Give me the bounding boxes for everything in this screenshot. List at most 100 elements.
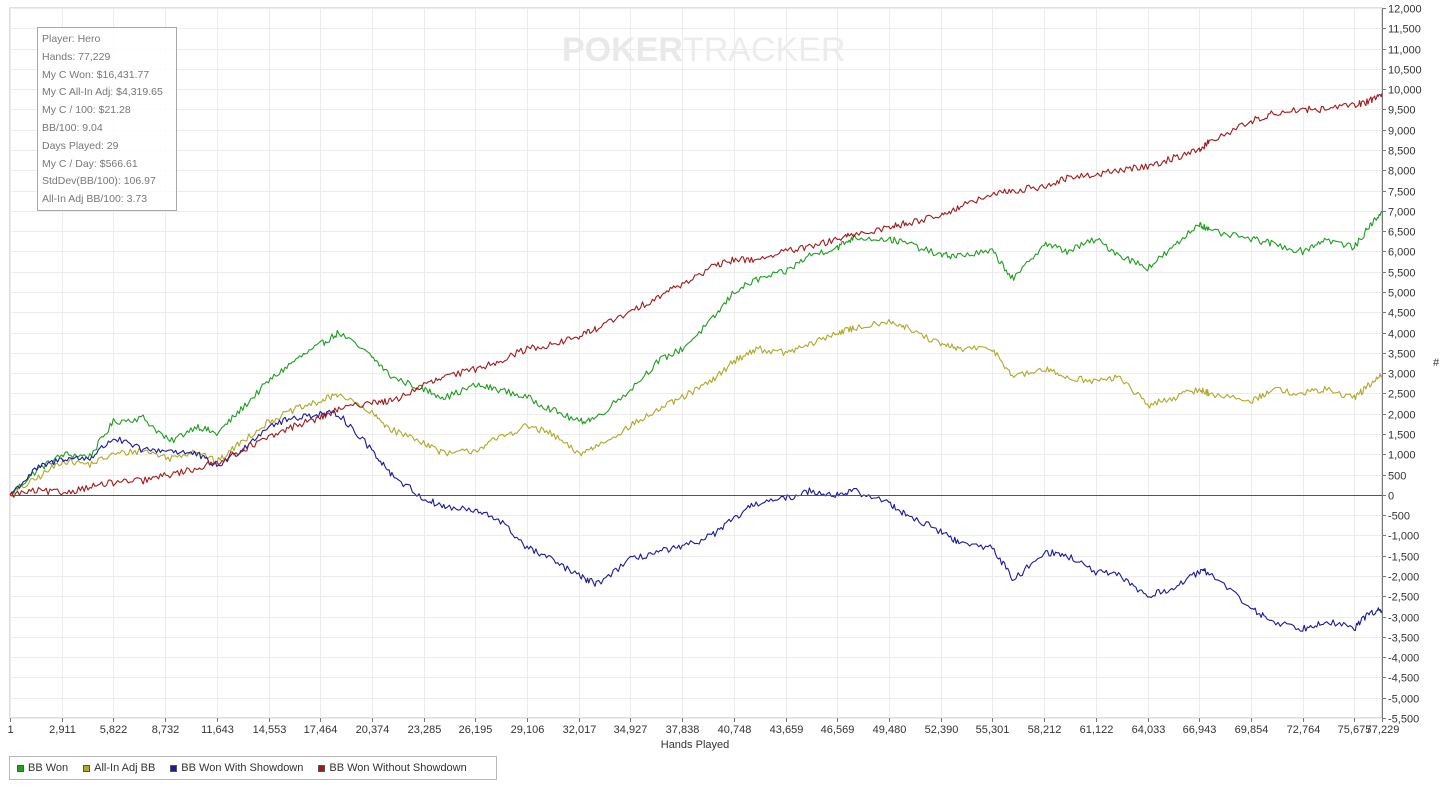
y-tick-label: 10,000 [1388,85,1422,97]
poker-tracker-watermark-logo: POKERTRACKER [562,31,845,70]
stat-player: Player: Hero [42,33,101,45]
stat-allin-adj-bb-100: All-In Adj BB/100: 3.73 [42,193,148,206]
series-line-bb-won-without-showdown [9,93,1383,498]
grid [9,7,1383,719]
stat-per-100: My C / 100: $21.28 [42,104,131,117]
legend-swatch [170,764,178,772]
y-tick-label: 1,000 [1388,450,1416,462]
x-tick-label: 29,106 [511,724,545,736]
x-tick-label: 14,553 [253,724,287,736]
y-tick-label: -1,000 [1388,531,1419,543]
x-tick-label: 49,480 [873,724,907,736]
y-tick-label: 0 [1388,491,1394,503]
y-tick-label: 3,000 [1388,369,1416,381]
x-tick-label: 64,033 [1132,724,1166,736]
y-tick-label: -2,000 [1388,572,1419,584]
legend: BB Won All-In Adj BB BB Won With Showdow… [9,756,497,780]
x-axis-title: Hands Played [661,739,730,751]
stat-stddev: StdDev(BB/100): 106.97 [42,175,156,188]
x-tick-label: 1 [7,724,13,736]
x-tick-label: 46,569 [821,724,855,736]
y-tick-label: 6,500 [1388,227,1416,239]
y-tick-label: 1,500 [1388,430,1416,442]
y-tick-label: 4,500 [1388,308,1416,320]
y-tick-label: -5,500 [1388,714,1419,726]
x-tick-label: 77,229 [1366,724,1400,736]
watermark-light-text: TRACKER [682,31,846,69]
stat-days-played: Days Played: 29 [42,139,119,152]
stat-per-day: My C / Day: $566.61 [42,157,138,170]
y-tick-label: 9,500 [1388,105,1416,117]
x-tick-label: 23,285 [408,724,442,736]
watermark-bold-text: POKER [562,31,683,69]
axes: 12,00011,50011,00010,50010,0009,5009,000… [7,4,1421,737]
x-tick-label: 52,390 [925,724,959,736]
x-tick-label: 34,927 [614,724,648,736]
y-axis-title: # [1433,357,1440,369]
x-tick-label: 26,195 [459,724,493,736]
x-tick-label: 69,854 [1235,724,1269,736]
x-tick-label: 17,464 [304,724,338,736]
x-tick-label: 43,659 [770,724,804,736]
x-tick-label: 32,017 [563,724,597,736]
x-tick-label: 8,732 [152,724,180,736]
y-tick-label: 7,500 [1388,187,1416,199]
y-tick-label: 7,000 [1388,207,1416,219]
x-tick-label: 72,764 [1287,724,1321,736]
x-tick-label: 20,374 [356,724,390,736]
series-line-all-in-adj-bb [9,318,1383,498]
stats-panel: Player: Hero Hands: 77,229 My C Won: $16… [37,27,177,211]
x-tick-label: 75,675 [1338,724,1372,736]
series-line-bb-won [9,210,1383,496]
legend-label: BB Won With Showdown [181,762,304,774]
y-tick-label: 11,000 [1388,45,1421,57]
x-tick-label: 11,643 [201,724,234,736]
legend-item-bb-won[interactable]: BB Won [17,762,68,774]
y-tick-label: 2,000 [1388,410,1416,422]
series-layer [9,93,1383,632]
y-tick-label: 2,500 [1388,389,1416,401]
x-tick-label: 66,943 [1183,724,1217,736]
legend-swatch [17,764,24,772]
legend-swatch [83,764,91,772]
legend-label: All-In Adj BB [94,762,156,774]
x-tick-label: 55,301 [976,724,1010,736]
y-tick-label: -5,000 [1388,694,1419,706]
y-tick-label: -2,500 [1388,592,1419,604]
y-tick-label: -500 [1388,511,1410,523]
y-tick-label: -4,000 [1388,653,1419,665]
x-tick-label: 37,838 [666,724,700,736]
plot-border [9,7,1383,719]
legend-item-bb-won-with-showdown[interactable]: BB Won With Showdown [170,762,303,774]
y-tick-label: 4,000 [1388,329,1416,341]
legend-label: BB Won [28,762,69,774]
legend-swatch [318,764,326,772]
legend-label: BB Won Without Showdown [329,762,467,774]
y-tick-label: -4,500 [1388,673,1419,685]
y-tick-label: 11,500 [1388,24,1421,36]
y-tick-label: 9,000 [1388,126,1416,138]
y-tick-label: 8,500 [1388,146,1416,158]
stat-allin-adj: My C All-In Adj: $4,319.65 [42,86,163,99]
stat-bb-100: BB/100: 9.04 [42,121,103,134]
x-tick-label: 40,748 [718,724,752,736]
y-tick-label: 500 [1388,471,1406,483]
y-tick-label: 10,500 [1388,65,1422,77]
x-tick-label: 58,212 [1028,724,1062,736]
stat-won: My C Won: $16,431.77 [42,68,150,81]
y-tick-label: 3,500 [1388,349,1416,361]
y-tick-label: 8,000 [1388,166,1416,178]
legend-item-bb-won-without-showdown[interactable]: BB Won Without Showdown [318,762,467,774]
legend-item-all-in-adj-bb[interactable]: All-In Adj BB [83,762,155,774]
y-tick-label: 12,000 [1388,4,1422,16]
x-tick-label: 5,822 [100,724,128,736]
y-tick-label: 5,000 [1388,288,1416,300]
y-tick-label: -3,500 [1388,633,1419,645]
stat-hands: Hands: 77,229 [42,50,111,63]
x-tick-label: 2,911 [49,724,76,736]
y-tick-label: 5,500 [1388,268,1416,280]
x-tick-label: 61,122 [1080,724,1114,736]
y-tick-label: 6,000 [1388,247,1416,259]
y-tick-label: -1,500 [1388,552,1419,564]
